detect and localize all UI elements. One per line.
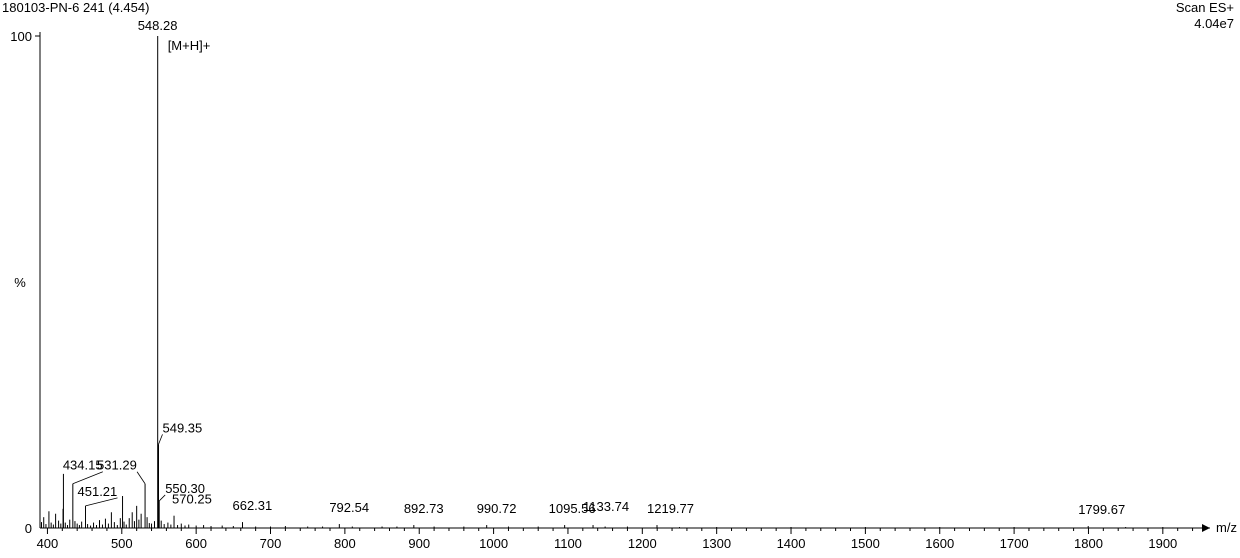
- svg-text:600: 600: [185, 536, 207, 551]
- svg-text:1200: 1200: [628, 536, 657, 551]
- svg-text:792.54: 792.54: [329, 500, 369, 515]
- svg-text:451.21: 451.21: [78, 484, 118, 499]
- svg-text:1799.67: 1799.67: [1078, 502, 1125, 517]
- svg-text:1133.74: 1133.74: [583, 499, 629, 514]
- svg-text:892.73: 892.73: [404, 501, 444, 516]
- svg-text:548.28: 548.28: [138, 18, 178, 33]
- svg-text:m/z: m/z: [1216, 520, 1237, 535]
- svg-text:400: 400: [37, 536, 59, 551]
- svg-text:[M+H]+: [M+H]+: [168, 38, 211, 53]
- svg-text:1219.77: 1219.77: [647, 501, 694, 516]
- svg-text:1600: 1600: [925, 536, 954, 551]
- svg-text:500: 500: [111, 536, 133, 551]
- mass-spectrum-svg: 4005006007008009001000110012001300140015…: [0, 0, 1240, 558]
- svg-text:1400: 1400: [777, 536, 806, 551]
- svg-text:1300: 1300: [702, 536, 731, 551]
- svg-text:1500: 1500: [851, 536, 880, 551]
- svg-text:549.35: 549.35: [162, 420, 202, 435]
- svg-text:%: %: [14, 275, 26, 290]
- svg-text:0: 0: [25, 521, 32, 536]
- svg-text:990.72: 990.72: [477, 501, 517, 516]
- svg-text:900: 900: [408, 536, 430, 551]
- svg-text:800: 800: [334, 536, 356, 551]
- svg-text:700: 700: [260, 536, 282, 551]
- svg-text:1700: 1700: [1000, 536, 1029, 551]
- svg-text:662.31: 662.31: [232, 498, 272, 513]
- svg-text:434.15: 434.15: [63, 458, 103, 473]
- svg-text:1100: 1100: [554, 536, 582, 551]
- svg-text:100: 100: [10, 29, 32, 44]
- svg-text:531.29: 531.29: [97, 458, 137, 473]
- svg-text:570.25: 570.25: [172, 492, 212, 507]
- svg-text:1000: 1000: [479, 536, 508, 551]
- svg-text:1800: 1800: [1074, 536, 1103, 551]
- mass-spectrum-container: { "chart": { "type": "mass-spectrum-bar"…: [0, 0, 1240, 558]
- svg-text:1900: 1900: [1148, 536, 1177, 551]
